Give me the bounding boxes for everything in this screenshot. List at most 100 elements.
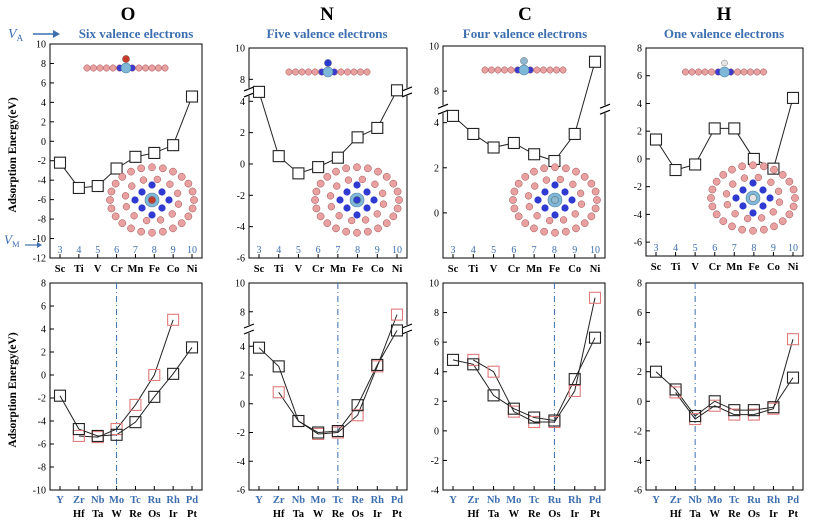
x-tick-label-4d: Y (652, 495, 660, 506)
x-tick-label: Fe (149, 264, 160, 275)
atom-adsorbate (324, 59, 332, 67)
atom-sheet (753, 68, 761, 76)
y-axis-title-bottom: Adsorption Energy(eV) (7, 332, 19, 447)
data-point-4d (708, 395, 721, 408)
data-point (786, 91, 800, 104)
atom-ring (122, 203, 131, 211)
atom-sheet (494, 66, 502, 74)
data-point (53, 156, 67, 169)
valence-number: 7 (133, 245, 138, 256)
valence-number: 7 (335, 245, 340, 256)
atom-ring (719, 217, 728, 226)
atom-ring (389, 179, 398, 188)
x-tick-label-5d: Re (332, 509, 345, 520)
data-point-4d (351, 399, 364, 412)
x-tick-label-4d: Pd (589, 495, 601, 506)
valence-number: 9 (171, 245, 176, 256)
atom-ring (188, 204, 197, 213)
y-tick-label: 2 (41, 348, 46, 359)
data-point-5d (487, 365, 500, 378)
atom-ring (128, 182, 136, 190)
valence-number: 5 (95, 245, 100, 256)
x-tick-label-4d: Pd (787, 495, 799, 506)
atom-ring (148, 163, 156, 172)
axis-break-mark (243, 86, 255, 92)
y-tick-label: 2 (637, 127, 642, 138)
axis-break-mark (401, 92, 413, 98)
valence-number: 7 (732, 243, 737, 254)
atom-n (551, 211, 559, 219)
atom-ring (389, 212, 398, 221)
x-tick-label-4d: Ru (548, 495, 562, 506)
panel-header-c: C (518, 4, 532, 25)
atom-sheet (501, 66, 508, 74)
atom-ring (173, 189, 182, 197)
data-point (331, 151, 344, 164)
plot-frame (645, 47, 804, 257)
valence-number: 9 (572, 245, 577, 256)
molecule-side-view (285, 59, 371, 78)
data-point-4d (649, 365, 663, 378)
data-point (72, 181, 85, 195)
data-point-4d (371, 358, 384, 371)
atom-ring (142, 216, 151, 225)
y-tick-label: 10 (429, 42, 439, 53)
atom-ring (521, 219, 530, 228)
valence-number: 10 (187, 245, 197, 256)
valence-number: 3 (257, 245, 262, 256)
x-tick-label-4d: Mo (311, 495, 326, 506)
y-tick-label: 4 (41, 98, 46, 109)
data-point (528, 148, 541, 161)
atom-ring (107, 187, 116, 196)
x-tick-label-5d: Re (528, 509, 541, 520)
data-point (708, 122, 721, 135)
atom-ring (728, 165, 736, 174)
y-tick-label: -12 (33, 254, 46, 265)
y-tick-label: 8 (41, 59, 46, 70)
x-tick-label-5d: Pt (187, 509, 197, 520)
axis-break-gap (244, 325, 254, 333)
y-tick-label: -4 (634, 210, 642, 221)
atom-n (749, 179, 757, 187)
y-tick-label: 4 (240, 97, 245, 108)
atom-n (343, 204, 351, 212)
atom-ring (342, 164, 350, 173)
x-tick-label-5d: Ir (570, 509, 579, 520)
atom-sheet (90, 64, 97, 72)
data-point-5d (167, 313, 180, 326)
x-tick-label-4d: Zr (73, 495, 85, 506)
y-tick-label: 8 (41, 279, 46, 290)
valence-number: 5 (693, 243, 698, 254)
axis-break-gap (402, 325, 412, 333)
atom-n (138, 188, 146, 196)
panel-subtitle: Five valence electrons (266, 26, 387, 41)
x-tick-label-4d: Mo (707, 495, 722, 506)
x-tick-label-4d: Tc (333, 495, 344, 506)
valence-number: 10 (392, 245, 402, 256)
atom-n (158, 188, 166, 196)
atom-ring (364, 227, 372, 236)
x-tick-label-4d: Zr (467, 495, 479, 506)
vm-arrow-head (37, 242, 42, 248)
vm-label: VM (4, 232, 20, 249)
data-point (129, 150, 142, 163)
atom-ring (335, 212, 343, 220)
atom-ring (311, 196, 319, 204)
valence-number: 9 (771, 243, 776, 254)
data-point-4d (568, 373, 581, 386)
y-tick-label: 4 (637, 338, 642, 349)
x-tick-label-4d: Tc (729, 495, 740, 506)
y-tick-label: 6 (637, 308, 642, 319)
y-tick-label: 6 (41, 78, 46, 89)
x-tick-label: Fe (748, 262, 759, 273)
series-line (655, 97, 794, 171)
plot-frame (442, 45, 606, 259)
atom-sheet (559, 66, 567, 74)
atom-ring (562, 164, 570, 173)
x-tick-label-5d: Ta (293, 509, 305, 520)
valence-number: 10 (590, 245, 600, 256)
atom-ring (118, 172, 127, 181)
atom-ring (159, 227, 167, 236)
atom-ring (540, 227, 548, 236)
y-tick-label: -6 (634, 238, 642, 249)
